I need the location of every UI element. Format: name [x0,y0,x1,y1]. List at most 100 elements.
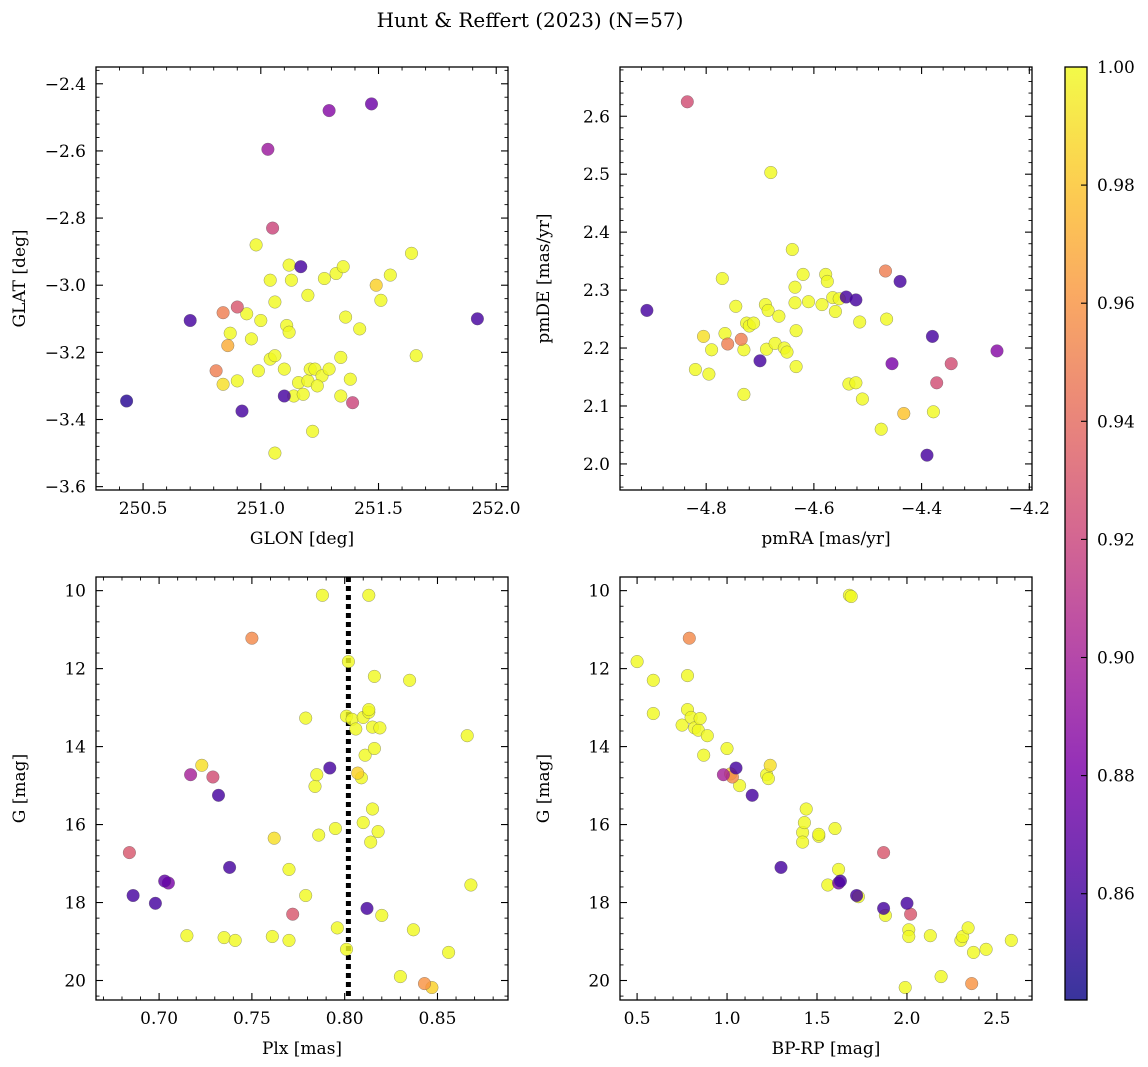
scatter-point [880,312,894,326]
scatter-point [737,387,751,401]
x-axis-label: BP-RP [mag] [772,1039,881,1059]
scatter-point [299,711,313,725]
colorbar-tick-label: 1.00 [1097,58,1135,78]
scatter-point [299,888,313,903]
scatter-point [417,977,432,991]
scatter-point [753,354,767,368]
scatter-point [371,825,385,839]
scatter-point [343,372,357,386]
scatter-point [286,907,300,921]
x-tick-label: 0.5 [624,1009,651,1029]
scatter-point [734,332,748,346]
x-tick-label: 0.80 [326,1009,364,1029]
scatter-point [268,349,282,363]
scatter-point [322,362,336,376]
scatter-point [403,673,417,687]
scatter-point [374,293,388,307]
scatter-point [323,761,337,775]
scatter-point [797,816,811,830]
x-tick-label: 251.5 [354,499,403,519]
colorbar-tick-label: 0.92 [1097,530,1135,550]
scatter-point [328,821,342,836]
scatter-point [646,706,660,721]
scatter-point [282,325,296,339]
scatter-point [772,309,786,323]
y-tick-label: −2.6 [45,142,86,162]
scatter-point [788,280,802,294]
scatter-point [761,772,775,786]
scatter-point [460,729,474,743]
x-tick-label: 2.0 [893,1009,920,1029]
scatter-point [261,142,275,156]
scatter-point [893,274,907,288]
scatter-point [367,669,381,683]
x-tick-label: −4.8 [686,499,727,519]
scatter-point [249,238,263,252]
scatter-point [789,360,803,374]
y-tick-label: 20 [64,972,86,992]
x-tick-label: 0.85 [419,1009,457,1029]
colorbar-gradient [1065,67,1087,1000]
scatter-point [680,669,695,683]
scatter-point [223,860,237,874]
y-tick-label: 12 [588,660,610,680]
colorbar-tick-label: 0.88 [1097,767,1135,787]
scatter-point [294,260,308,274]
colorbar-tick-label: 0.86 [1097,885,1135,905]
scatter-point [815,298,829,312]
scatter-point [1004,933,1018,947]
scatter-point [849,293,863,307]
scatter-point [833,874,847,888]
x-tick-label: 0.70 [140,1009,178,1029]
scatter-point [266,221,280,235]
scatter-point [148,896,162,910]
scatter-point [442,945,456,959]
scatter-point [263,273,277,287]
figure-title: Hunt & Reffert (2023) (N=57) [377,8,684,32]
scatter-point [885,357,899,371]
scatter-point [183,313,197,328]
ticks [95,67,508,490]
scatter-point [853,315,867,329]
scatter-point [898,980,912,995]
scatter-point [812,827,826,841]
scatter-point [339,942,354,956]
scatter-point [336,260,350,274]
scatter-point [284,273,298,287]
scatter-point [393,970,407,984]
scatter-point [310,768,324,782]
scatter-point [267,831,281,845]
y-tick-label: −2.4 [45,75,86,95]
scatter-point [349,722,363,736]
x-axis-label: pmRA [mas/yr] [761,529,890,549]
panel-sky: 250.5 251.0 251.5 252.0 −3.6 −3.4 −3.2 −3.0 −2.8… [10,66,521,549]
ticks [96,577,508,1000]
scatter-point [228,933,242,947]
y-tick-label: 10 [64,582,86,602]
scatter-point [934,970,948,984]
scatter-point [688,362,702,377]
x-axis-label: Plx [mas] [262,1039,342,1059]
scatter-point [245,631,259,645]
y-axis-label: G [mag] [10,754,30,823]
scatter-point [832,862,846,876]
scatter-point [828,304,842,319]
scatter-point [406,923,420,937]
scatter-point [979,942,993,956]
scatter-point [230,374,244,388]
scatter-point [796,835,810,849]
scatter-point [195,758,209,772]
x-tick-label: 2.5 [983,1009,1010,1029]
y-axis-label: GLAT [deg] [10,229,30,327]
scatter-point [360,901,374,915]
colorbar-tick-label: 0.96 [1097,294,1135,314]
scatter-point [920,448,934,462]
y-tick-label: −2.8 [45,209,86,229]
scatter-point [277,362,291,376]
scatter-point [358,748,372,762]
scatter-point [315,588,329,602]
scatter-point [230,300,244,314]
x-tick-label: 0.75 [233,1009,271,1029]
x-tick-label: −4.2 [1009,499,1050,519]
